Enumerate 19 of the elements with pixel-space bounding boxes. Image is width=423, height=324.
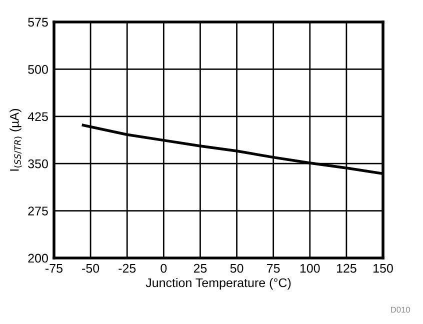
y-axis-title: I$_{(SS/TR)}$ (µA) [10, 109, 22, 171]
y-tick-label: 500 [28, 65, 48, 74]
x-axis-title: Junction Temperature (°C) [146, 278, 291, 290]
x-tick-label: 100 [300, 264, 320, 273]
x-tick-label: 125 [336, 264, 356, 273]
x-tick-label: 150 [374, 264, 393, 273]
y-tick-label: 575 [28, 18, 48, 27]
y-tick-label: 425 [28, 112, 48, 122]
x-tick-label: -75 [46, 264, 63, 273]
x-tick-label: 25 [194, 264, 207, 273]
y-tick-label: 200 [28, 254, 48, 263]
y-tick-label: 275 [28, 206, 48, 216]
text: D010 [391, 306, 410, 313]
y-tick-label: 350 [28, 159, 48, 168]
x-tick-label: -50 [82, 264, 100, 273]
x-tick-label: 75 [267, 264, 280, 273]
x-tick-label: 50 [230, 264, 244, 273]
x-tick-label: -25 [118, 264, 136, 273]
x-tick-label: 0 [160, 264, 167, 273]
